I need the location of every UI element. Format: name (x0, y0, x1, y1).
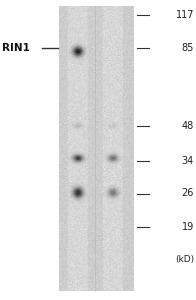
Text: (kD): (kD) (175, 255, 194, 264)
Text: 34: 34 (182, 155, 194, 166)
Text: 26: 26 (182, 188, 194, 199)
Text: RIN1: RIN1 (2, 43, 30, 53)
Text: 48: 48 (182, 121, 194, 131)
Text: 19: 19 (182, 221, 194, 232)
Text: 117: 117 (176, 10, 194, 20)
Text: 85: 85 (182, 43, 194, 53)
